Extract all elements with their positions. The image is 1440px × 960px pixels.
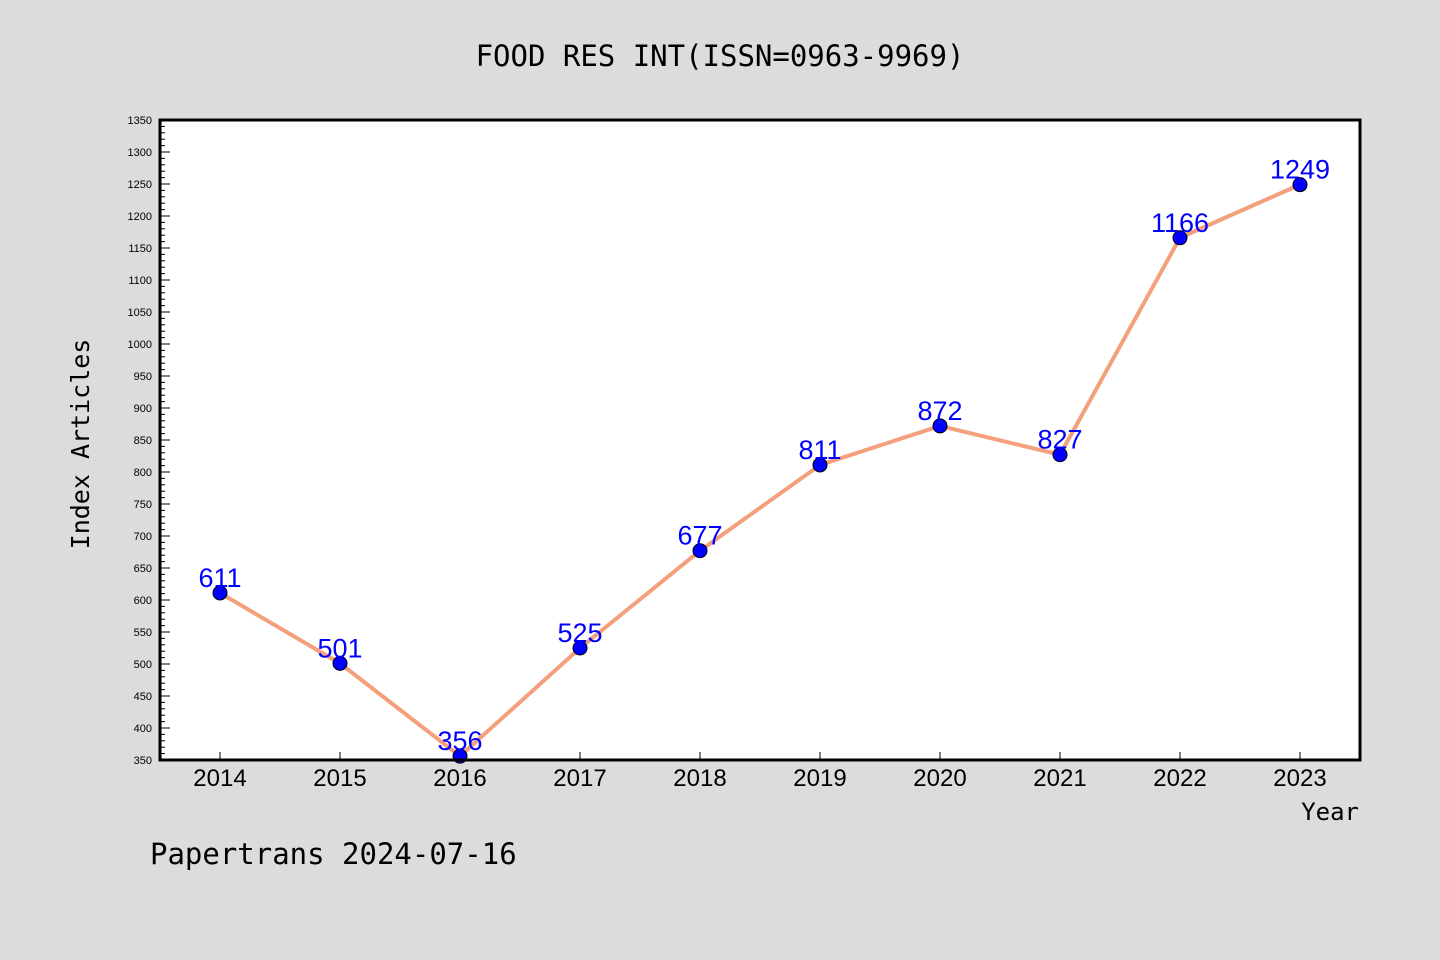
data-point	[812, 457, 828, 473]
x-tick-label: 2020	[913, 765, 966, 792]
y-tick-label: 800	[134, 467, 152, 479]
y-tick-label: 1000	[128, 339, 152, 351]
data-points	[212, 177, 1308, 764]
y-tick-label: 1200	[128, 211, 152, 223]
data-point	[1052, 447, 1068, 463]
y-axis: 350 400 450 500 550 600 650 700 750 800 850 900 950 1…	[128, 115, 170, 767]
x-tick-label: 2022	[1153, 765, 1206, 792]
data-label: 1249	[1270, 155, 1330, 185]
y-tick-label: 500	[134, 659, 152, 671]
chart-title: FOOD RES INT(ISSN=0963-9969)	[476, 39, 965, 73]
data-label: 611	[198, 563, 241, 593]
y-tick-label: 750	[134, 499, 152, 511]
series-polyline	[218, 182, 1302, 759]
data-point	[1172, 230, 1188, 246]
x-tick-label: 2021	[1033, 765, 1086, 792]
x-axis-label: Year	[1301, 798, 1359, 826]
y-tick-label: 700	[134, 531, 152, 543]
data-label: 525	[557, 618, 602, 648]
y-tick-label: 950	[134, 371, 152, 383]
y-tick-label: 1300	[128, 147, 152, 159]
y-tick-label: 1350	[128, 115, 152, 127]
plot-area	[160, 120, 1360, 760]
y-tick-label: 350	[134, 755, 152, 767]
y-tick-label: 650	[134, 563, 152, 575]
data-label: 1166	[1151, 208, 1209, 238]
y-tick-label: 550	[134, 627, 152, 639]
y-tick-label: 400	[134, 723, 152, 735]
data-label: 827	[1037, 425, 1082, 455]
y-axis-label: Index Articles	[66, 339, 95, 550]
data-labels: 611 501 356 525 677 811 872 827 1166 1249	[198, 155, 1330, 757]
footer-credit: Papertrans 2024-07-16	[150, 837, 517, 871]
y-tick-label: 1250	[128, 179, 152, 191]
x-axis: 2014 2015 2016 2017 2018 2019 2020 2021 2022 2023	[193, 752, 1327, 792]
data-point	[332, 655, 348, 671]
y-tick-label: 850	[134, 435, 152, 447]
data-point	[1292, 177, 1308, 193]
x-tick-label: 2014	[193, 765, 246, 792]
data-point	[932, 418, 948, 434]
plot-frame	[158, 118, 1362, 762]
x-tick-label: 2016	[433, 765, 486, 792]
data-point	[692, 543, 708, 559]
y-tick-label: 600	[134, 595, 152, 607]
x-tick-label: 2015	[313, 765, 366, 792]
y-tick-label: 1100	[128, 275, 152, 287]
x-tick-label: 2017	[553, 765, 606, 792]
y-tick-label: 450	[134, 691, 152, 703]
data-label: 872	[917, 396, 962, 426]
data-label: 811	[798, 435, 841, 465]
data-label: 501	[317, 633, 362, 663]
y-tick-label: 1050	[128, 307, 152, 319]
x-tick-label: 2019	[793, 765, 846, 792]
data-point	[572, 640, 588, 656]
x-tick-label: 2018	[673, 765, 726, 792]
series-line	[218, 182, 1302, 759]
x-tick-label: 2023	[1273, 765, 1326, 792]
y-tick-label: 900	[134, 403, 152, 415]
data-point	[212, 585, 228, 601]
data-label: 677	[677, 521, 722, 551]
y-tick-label: 1150	[128, 243, 152, 255]
data-label: 356	[437, 726, 482, 756]
